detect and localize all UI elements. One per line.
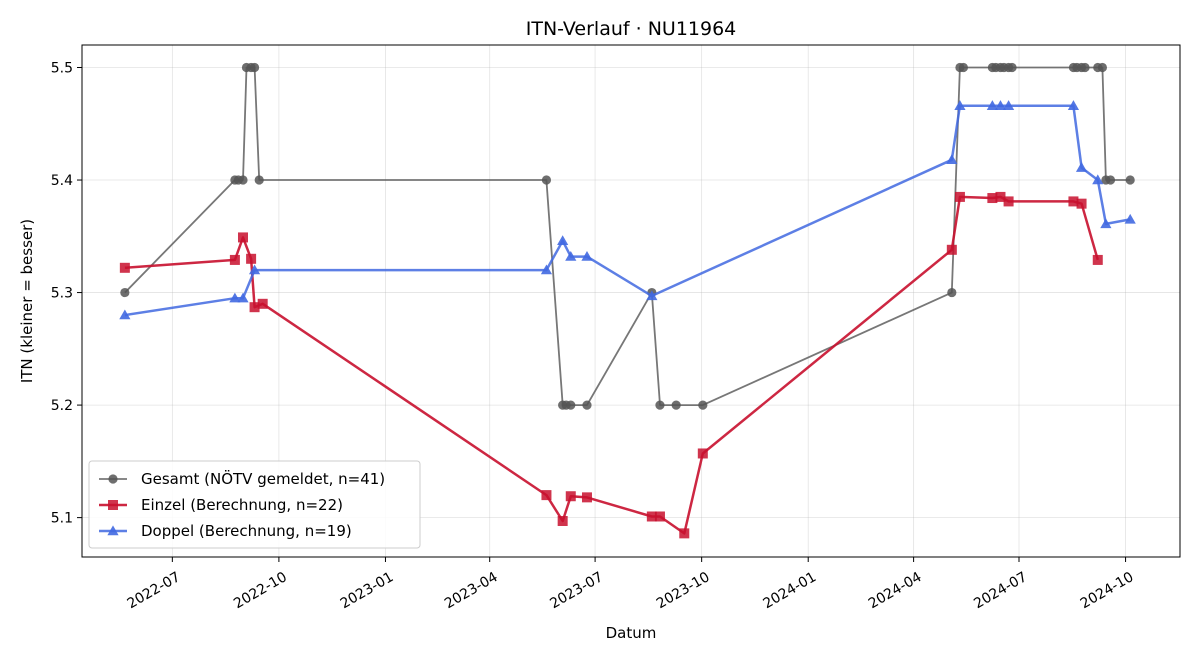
- data-point: [119, 262, 130, 273]
- legend-entry: Doppel (Berechnung, n=19): [99, 522, 352, 540]
- legend-label: Gesamt (NÖTV gemeldet, n=41): [141, 469, 385, 488]
- data-point: [557, 515, 568, 526]
- data-point: [697, 448, 708, 459]
- x-axis-label: Datum: [606, 624, 657, 642]
- data-point: [1124, 213, 1136, 224]
- data-point: [1076, 198, 1087, 209]
- data-point: [237, 292, 249, 303]
- y-tick-label: 5.2: [51, 398, 73, 414]
- data-point: [994, 100, 1007, 110]
- plot-frame: [81, 44, 1181, 558]
- data-point: [654, 511, 665, 522]
- data-point: [581, 492, 592, 503]
- data-point: [1007, 62, 1017, 73]
- data-point: [987, 193, 998, 204]
- y-tick-label: 5.1: [51, 511, 73, 527]
- data-point: [541, 490, 552, 501]
- legend-label: Doppel (Berechnung, n=19): [141, 522, 352, 540]
- data-point: [257, 298, 268, 309]
- data-point: [958, 62, 969, 73]
- y-tick-label: 5.5: [51, 61, 73, 77]
- data-point: [565, 491, 576, 502]
- data-point: [1092, 174, 1104, 185]
- series-3: [119, 100, 1136, 320]
- data-point: [947, 287, 957, 298]
- data-point: [995, 191, 1006, 202]
- data-point: [541, 175, 552, 185]
- data-point: [229, 292, 241, 303]
- data-point: [954, 100, 966, 110]
- data-point: [1125, 175, 1135, 185]
- series-2: [119, 191, 1103, 539]
- series-layer: [119, 62, 1136, 539]
- data-point: [655, 400, 665, 410]
- data-point: [1097, 62, 1107, 73]
- y-axis-label: ITN (kleiner = besser): [18, 219, 36, 383]
- data-point: [582, 400, 592, 410]
- data-point: [540, 264, 553, 275]
- data-point: [566, 400, 576, 410]
- data-point: [679, 528, 690, 539]
- data-point: [581, 250, 593, 261]
- data-point: [557, 235, 569, 245]
- legend-marker: [108, 500, 118, 510]
- legend-entry: Einzel (Berechnung, n=22): [99, 496, 343, 514]
- data-point: [1075, 162, 1088, 172]
- data-point: [229, 254, 240, 265]
- data-point: [1068, 196, 1079, 207]
- data-point: [1100, 218, 1112, 229]
- data-point: [671, 400, 681, 410]
- data-point: [565, 250, 577, 261]
- data-point: [119, 309, 131, 320]
- legend: Gesamt (NÖTV gemeldet, n=41) Einzel (Bere…: [88, 460, 421, 549]
- data-point: [1067, 100, 1080, 110]
- legend-entry: Gesamt (NÖTV gemeldet, n=41): [99, 469, 385, 488]
- legend-marker: [107, 525, 119, 536]
- legend-box: [88, 460, 421, 549]
- data-point: [646, 290, 658, 301]
- y-tick-label: 5.3: [51, 286, 73, 302]
- data-point: [1105, 175, 1116, 185]
- data-point: [1080, 62, 1090, 73]
- data-point: [946, 244, 957, 255]
- y-tick-label: 5.4: [51, 173, 73, 189]
- data-point: [246, 253, 257, 264]
- legend-label: Einzel (Berechnung, n=22): [141, 496, 343, 514]
- chart-title: ITN-Verlauf · NU11964: [526, 18, 737, 40]
- data-point: [646, 511, 657, 522]
- data-point: [1003, 196, 1014, 207]
- data-point: [1002, 100, 1015, 110]
- data-point: [249, 62, 260, 73]
- data-point: [954, 191, 965, 202]
- data-point: [237, 232, 248, 243]
- data-point: [1092, 254, 1103, 265]
- data-point: [946, 154, 958, 164]
- data-point: [986, 100, 998, 110]
- legend-marker: [108, 474, 118, 484]
- data-point: [249, 302, 260, 313]
- data-point: [238, 175, 248, 185]
- data-point: [254, 175, 264, 185]
- data-point: [248, 264, 261, 275]
- data-point: [120, 287, 130, 298]
- data-point: [698, 400, 708, 410]
